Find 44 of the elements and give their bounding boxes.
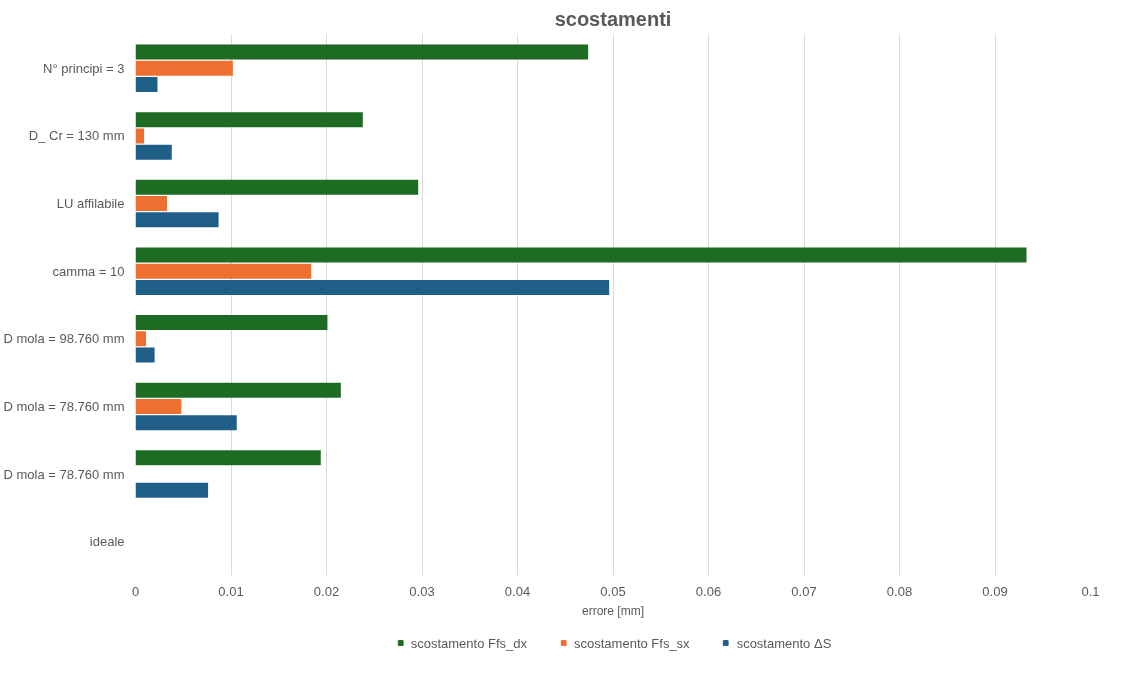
bar xyxy=(135,315,328,331)
bar xyxy=(135,279,610,295)
bar xyxy=(135,77,158,93)
bar xyxy=(135,60,233,76)
bar xyxy=(135,247,1027,263)
x-axis-title: errore [mm] xyxy=(582,603,645,618)
bar xyxy=(135,128,145,144)
bar xyxy=(135,212,219,228)
y-tick-label: N° principi = 3 xyxy=(43,60,125,76)
x-tick-label: 0.05 xyxy=(600,583,626,599)
x-tick-label: 0.01 xyxy=(218,583,244,599)
bar xyxy=(135,482,209,498)
x-tick-label: 0.06 xyxy=(695,583,722,599)
chart-title: scostamenti xyxy=(554,7,672,30)
x-tick-label: 0 xyxy=(131,583,140,599)
x-tick-label: 0.1 xyxy=(1081,583,1100,599)
legend-label: scostamento ΔS xyxy=(736,635,832,650)
x-tick-label: 0.08 xyxy=(886,583,913,599)
y-tick-label: ideale xyxy=(89,534,125,550)
bar xyxy=(135,44,589,60)
y-tick-label: D mola = 78.760 mm xyxy=(3,398,125,414)
legend-label: scostamento Ffs_dx xyxy=(410,635,528,650)
bar xyxy=(135,179,419,195)
bar xyxy=(135,347,155,363)
bar xyxy=(135,196,168,212)
y-tick-label: D_ Cr = 130 mm xyxy=(28,128,125,144)
bar xyxy=(135,263,312,279)
y-tick-label: camma = 10 xyxy=(52,263,125,279)
y-tick-label: LU affilabile xyxy=(56,196,125,212)
y-tick-label: D mola = 78.760 mm xyxy=(3,466,125,482)
x-tick-label: 0.07 xyxy=(791,583,817,599)
bar xyxy=(135,450,321,466)
x-tick-label: 0.03 xyxy=(409,583,435,599)
bar xyxy=(135,112,363,128)
x-tick-label: 0.04 xyxy=(504,583,531,599)
y-tick-label: D mola = 98.760 mm xyxy=(3,331,125,347)
x-tick-label: 0.02 xyxy=(313,583,340,599)
legend-label: scostamento Ffs_sx xyxy=(574,635,690,650)
bar xyxy=(135,382,341,398)
bar xyxy=(135,415,237,431)
bar xyxy=(135,331,147,347)
bar xyxy=(135,398,182,414)
bar xyxy=(135,144,172,160)
x-tick-label: 0.09 xyxy=(982,583,1008,599)
